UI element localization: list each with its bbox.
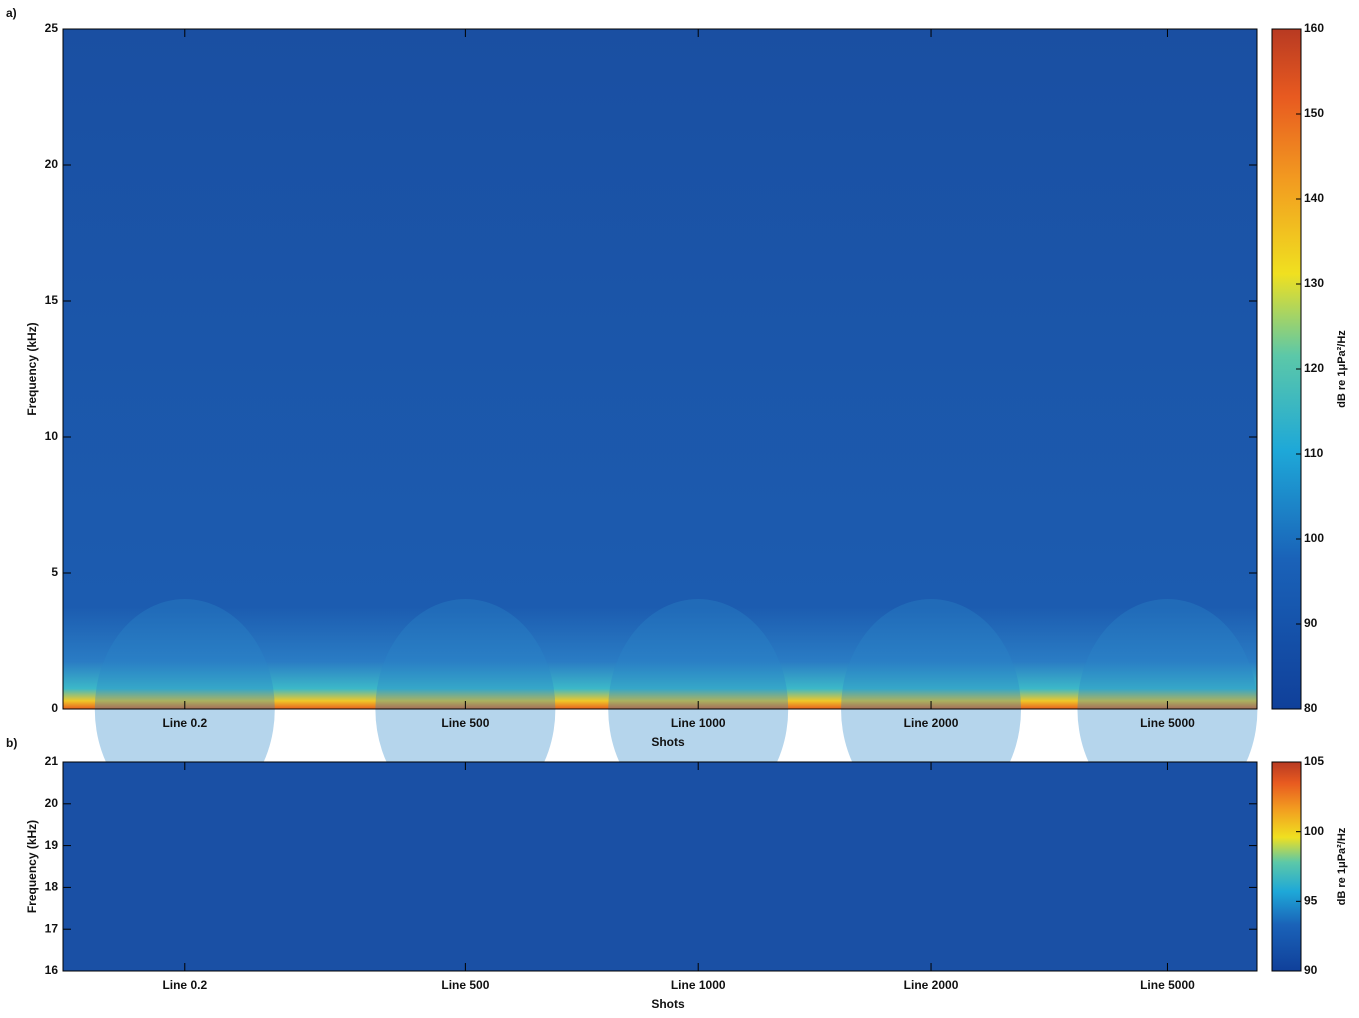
colorbar-tick-label: 120 [1304, 361, 1324, 375]
y-tick-label: 15 [45, 293, 59, 307]
x-tick-label: Line 0.2 [162, 978, 207, 992]
x-tick-label: Line 1000 [671, 978, 726, 992]
x-tick-label: Line 5000 [1140, 716, 1195, 730]
y-tick-label: 21 [45, 754, 59, 768]
y-axis-label: Frequency (kHz) [25, 322, 39, 415]
colorbar-tick-label: 100 [1304, 824, 1324, 838]
y-tick-label: 17 [45, 921, 59, 935]
colorbar-tick-label: 160 [1304, 21, 1324, 35]
panel-label: a) [6, 6, 17, 20]
y-axis-label: Frequency (kHz) [25, 820, 39, 913]
x-tick-label: Line 2000 [904, 716, 959, 730]
y-tick-label: 20 [45, 157, 59, 171]
x-tick-label: Line 0.2 [162, 716, 207, 730]
x-axis-label: Shots [651, 735, 685, 749]
plot-frame [62, 28, 1258, 710]
y-tick-label: 25 [45, 21, 59, 35]
colorbar-tick-label: 105 [1304, 754, 1324, 768]
x-tick-label: Line 2000 [904, 978, 959, 992]
y-tick-label: 19 [45, 838, 59, 852]
colorbar-label: dB re 1μPa²/Hz [1336, 827, 1348, 905]
x-axis-label: Shots [651, 997, 685, 1011]
colorbar-tick-label: 80 [1304, 701, 1318, 715]
panel-label: b) [6, 736, 17, 750]
x-tick-label: Line 500 [441, 716, 489, 730]
colorbar-tick-label: 150 [1304, 106, 1324, 120]
y-tick-label: 20 [45, 796, 59, 810]
colorbar-tick-label: 140 [1304, 191, 1324, 205]
colorbar-tick-label: 130 [1304, 276, 1324, 290]
colorbar-tick-label: 110 [1304, 446, 1324, 460]
x-tick-label: Line 500 [441, 978, 489, 992]
y-tick-label: 16 [45, 963, 59, 977]
x-tick-label: Line 5000 [1140, 978, 1195, 992]
y-tick-label: 10 [45, 429, 59, 443]
spectrogram [63, 762, 1257, 971]
y-tick-label: 0 [51, 701, 58, 715]
plot-frame [62, 761, 1258, 972]
y-tick-label: 18 [45, 880, 59, 894]
spectrogram [63, 29, 1257, 709]
colorbar-tick-label: 100 [1304, 531, 1324, 545]
colorbar-tick-label: 95 [1304, 894, 1318, 908]
x-tick-label: Line 1000 [671, 716, 726, 730]
colorbar-tick-label: 90 [1304, 963, 1318, 977]
colorbar-label: dB re 1μPa²/Hz [1336, 330, 1348, 408]
colorbar-tick-label: 90 [1304, 616, 1318, 630]
colorbar [1271, 28, 1302, 710]
colorbar [1271, 761, 1302, 972]
y-tick-label: 5 [51, 565, 58, 579]
